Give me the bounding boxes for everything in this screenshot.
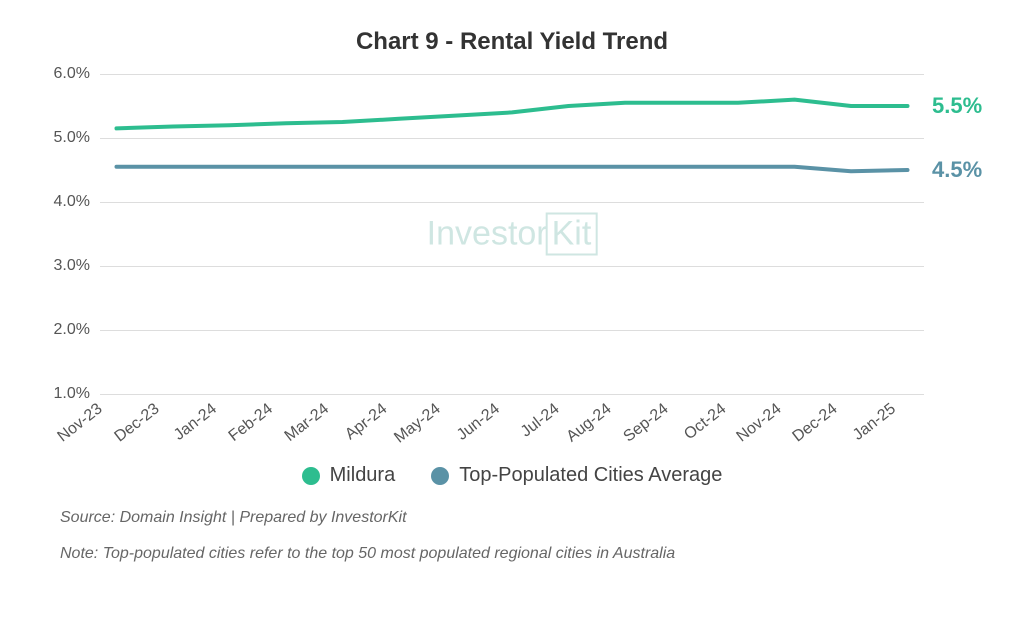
plot-area: InvestorKit 1.0%2.0%3.0%4.0%5.0%6.0%Nov-…: [100, 74, 924, 394]
series-end-label: 4.5%: [924, 157, 982, 183]
legend-label: Mildura: [330, 464, 396, 487]
gridline: [100, 74, 924, 75]
legend-item: Mildura: [302, 464, 396, 487]
gridline: [100, 266, 924, 267]
x-axis-label: Jul-24: [512, 394, 562, 441]
x-axis-label: May-24: [387, 394, 445, 447]
y-axis-label: 4.0%: [54, 193, 100, 211]
chart-container: Chart 9 - Rental Yield Trend InvestorKit…: [0, 0, 1024, 630]
footnotes: Source: Domain Insight | Prepared by Inv…: [40, 509, 984, 563]
gridline: [100, 394, 924, 395]
y-axis-label: 3.0%: [54, 257, 100, 275]
y-axis-label: 5.0%: [54, 129, 100, 147]
x-axis-label: Dec-24: [785, 394, 842, 446]
legend-item: Top-Populated Cities Average: [431, 464, 722, 487]
x-axis-label: Aug-24: [559, 394, 616, 446]
x-axis-label: Mar-24: [277, 394, 333, 446]
y-axis-label: 6.0%: [54, 65, 100, 83]
gridline: [100, 138, 924, 139]
x-axis-label: Jun-24: [449, 394, 504, 445]
legend-dot: [302, 467, 320, 485]
gridline: [100, 330, 924, 331]
series-line: [117, 100, 908, 129]
x-axis-label: Dec-23: [107, 394, 164, 446]
x-axis-label: Feb-24: [221, 394, 277, 446]
footnote: Note: Top-populated cities refer to the …: [60, 545, 984, 563]
chart-title: Chart 9 - Rental Yield Trend: [40, 28, 984, 56]
x-axis-label: Oct-24: [676, 394, 730, 444]
chart-svg: [100, 74, 924, 394]
x-axis-label: Nov-24: [728, 394, 785, 446]
x-axis-label: Jan-25: [845, 394, 900, 445]
y-axis-label: 2.0%: [54, 321, 100, 339]
legend: Mildura Top-Populated Cities Average: [40, 464, 984, 491]
legend-label: Top-Populated Cities Average: [459, 464, 722, 487]
x-axis-label: Jan-24: [166, 394, 221, 445]
series-line: [117, 167, 908, 172]
x-axis-label: Apr-24: [337, 394, 391, 444]
x-axis-label: Sep-24: [615, 394, 672, 446]
series-end-label: 5.5%: [924, 93, 982, 119]
gridline: [100, 202, 924, 203]
footnote: Source: Domain Insight | Prepared by Inv…: [60, 509, 984, 527]
legend-dot: [431, 467, 449, 485]
